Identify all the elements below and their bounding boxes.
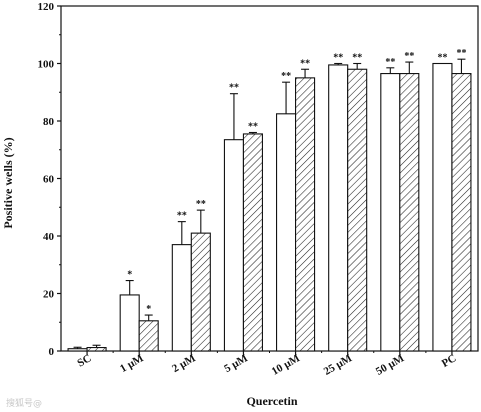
x-tick-label: 1 µM — [118, 352, 146, 375]
x-axis-title: Quercetin — [246, 394, 297, 408]
x-tick-label: 50 µM — [374, 352, 407, 378]
significance-label: ** — [404, 51, 414, 62]
x-tick-label: 25 µM — [322, 352, 355, 378]
significance-label: ** — [177, 211, 187, 222]
y-tick-label: 0 — [49, 346, 55, 358]
bar — [347, 68, 368, 352]
significance-label: ** — [385, 57, 395, 68]
bar — [86, 346, 107, 352]
significance-label: ** — [229, 83, 239, 94]
significance-label: ** — [300, 58, 310, 69]
y-axis-title-group: Positive wells (%) — [1, 137, 15, 228]
bar — [276, 113, 297, 352]
x-tick-label: PC — [440, 352, 459, 370]
y-tick-label: 100 — [38, 59, 55, 71]
y-tick-label: 40 — [43, 231, 55, 243]
watermark: 搜狐号@ — [6, 397, 42, 409]
significance-label: ** — [248, 122, 258, 133]
bar — [171, 244, 192, 352]
bar — [380, 73, 401, 352]
y-tick-label: 120 — [38, 1, 55, 13]
bar — [223, 139, 244, 352]
significance-label: ** — [437, 53, 447, 64]
significance-label: ** — [352, 53, 362, 64]
bar — [67, 348, 88, 352]
significance-label: ** — [333, 53, 343, 64]
y-tick-label: 60 — [43, 174, 55, 186]
bar — [328, 64, 349, 352]
x-tick-label: SC — [75, 352, 93, 369]
bar — [190, 232, 211, 352]
significance-label: ** — [456, 48, 466, 59]
bar — [295, 77, 316, 352]
y-axis-title: Positive wells (%) — [1, 137, 15, 228]
x-tick-label: 10 µM — [270, 352, 303, 378]
bar — [432, 62, 453, 352]
bar — [451, 73, 472, 352]
significance-label: ** — [281, 71, 291, 82]
significance-label: * — [127, 270, 132, 281]
y-tick-label: 80 — [43, 116, 55, 128]
bar — [242, 133, 263, 352]
x-tick-label: 2 µM — [170, 352, 198, 375]
x-tick-label: 5 µM — [222, 352, 250, 375]
bar — [119, 294, 140, 352]
y-tick-label: 20 — [43, 289, 55, 301]
significance-label: * — [146, 304, 151, 315]
significance-label: ** — [196, 199, 206, 210]
bar — [399, 73, 420, 352]
bar — [138, 320, 159, 352]
